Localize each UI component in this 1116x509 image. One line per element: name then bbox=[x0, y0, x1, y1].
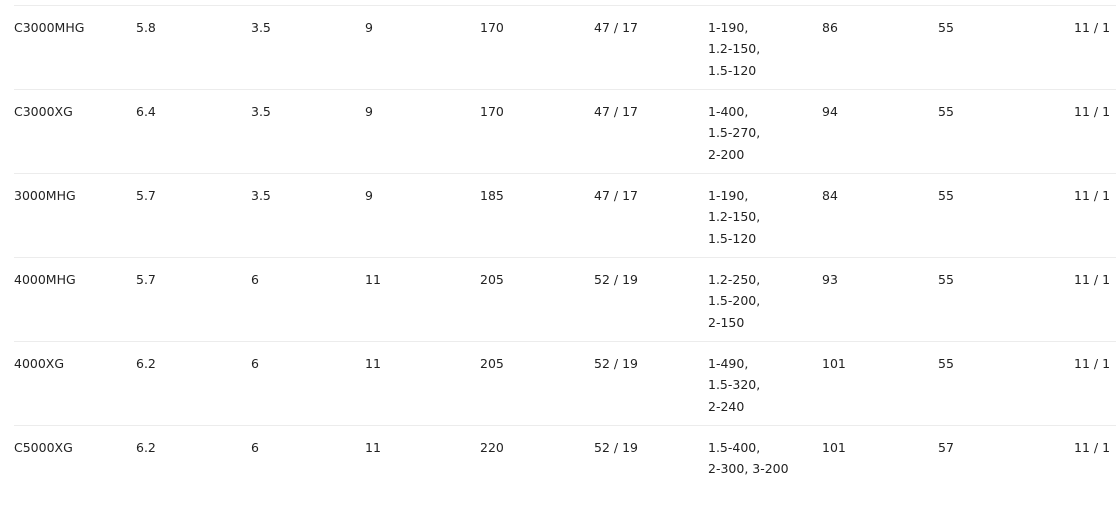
table-cell: 52 / 19 bbox=[594, 272, 638, 287]
table-cell: 11 bbox=[365, 440, 381, 455]
table-cell: 11 / 1 bbox=[1074, 104, 1111, 119]
table-cell: 11 / 1 bbox=[1074, 20, 1111, 35]
line-capacity-entry: 1.5-120 bbox=[708, 230, 757, 246]
table-cell: 94 bbox=[822, 104, 838, 119]
table-cell: 11 / 1 bbox=[1074, 272, 1111, 287]
line-capacity-entry: 1-190, bbox=[708, 20, 749, 35]
table-cell: 3.5 bbox=[251, 20, 271, 35]
table-cell: 6.2 bbox=[136, 440, 156, 455]
line-capacity-entry: 2-200 bbox=[708, 146, 745, 162]
table-cell: 5.8 bbox=[136, 20, 156, 35]
table-row: C5000XG 6.2 6 11 220 52 / 19 1.5-400, 2-300, 3-… bbox=[14, 425, 1116, 509]
table-cell: 11 / 1 bbox=[1074, 188, 1111, 203]
table-cell: 11 bbox=[365, 356, 381, 371]
line-capacity-entry: 1.5-270, bbox=[708, 125, 761, 141]
model-cell: 4000MHG bbox=[14, 272, 76, 287]
table-cell: 11 bbox=[365, 272, 381, 287]
table-cell: 47 / 17 bbox=[594, 188, 638, 203]
table-cell: 170 bbox=[480, 20, 504, 35]
table-cell: 185 bbox=[480, 188, 504, 203]
table-cell: 3.5 bbox=[251, 104, 271, 119]
table-row: C3000MHG 5.8 3.5 9 170 47 / 17 1-190, 1.2-150, 1… bbox=[14, 5, 1116, 89]
line-capacity-entry: 1.2-150, bbox=[708, 209, 761, 225]
table-cell: 9 bbox=[365, 20, 373, 35]
line-capacity-cell: 1-400, 1.5-270, 2-200 bbox=[708, 101, 760, 165]
line-capacity-cell: 1-190, 1.2-150, 1.5-120 bbox=[708, 17, 760, 81]
line-capacity-entry: 1.5-400, bbox=[708, 440, 761, 455]
model-cell: 3000MHG bbox=[14, 188, 76, 203]
table-cell: 55 bbox=[938, 20, 954, 35]
table-cell: 5.7 bbox=[136, 272, 156, 287]
table-cell: 93 bbox=[822, 272, 838, 287]
table-row: C3000XG 6.4 3.5 9 170 47 / 17 1-400, 1.5-270, 2-… bbox=[14, 89, 1116, 173]
table-cell: 47 / 17 bbox=[594, 20, 638, 35]
table-cell: 170 bbox=[480, 104, 504, 119]
table-row: 3000MHG 5.7 3.5 9 185 47 / 17 1-190, 1.2-150, 1.… bbox=[14, 173, 1116, 257]
model-cell: C3000XG bbox=[14, 104, 73, 119]
table-cell: 52 / 19 bbox=[594, 440, 638, 455]
table-cell: 47 / 17 bbox=[594, 104, 638, 119]
table-cell: 55 bbox=[938, 188, 954, 203]
line-capacity-entry: 1.2-250, bbox=[708, 272, 761, 287]
line-capacity-entry: 2-300, 3-200 bbox=[708, 461, 789, 477]
line-capacity-entry: 1-400, bbox=[708, 104, 749, 119]
model-cell: 4000XG bbox=[14, 356, 65, 371]
line-capacity-entry: 1-490, bbox=[708, 356, 749, 371]
line-capacity-entry: 2-150 bbox=[708, 314, 745, 330]
spec-table: C3000MHG 5.8 3.5 9 170 47 / 17 1-190, 1.2-150, 1… bbox=[14, 5, 1116, 509]
table-cell: 84 bbox=[822, 188, 838, 203]
table-cell: 52 / 19 bbox=[594, 356, 638, 371]
line-capacity-entry: 2-240 bbox=[708, 398, 745, 414]
table-cell: 55 bbox=[938, 104, 954, 119]
line-capacity-entry: 1.5-120 bbox=[708, 62, 757, 78]
table-cell: 3.5 bbox=[251, 188, 271, 203]
table-cell: 5.7 bbox=[136, 188, 156, 203]
line-capacity-entry: 1.2-150, bbox=[708, 41, 761, 57]
line-capacity-entry: 1.5-320, bbox=[708, 377, 761, 393]
line-capacity-entry: 1-190, bbox=[708, 188, 749, 203]
table-cell: 6 bbox=[251, 440, 259, 455]
table-cell: 6 bbox=[251, 272, 259, 287]
table-cell: 11 / 1 bbox=[1074, 356, 1111, 371]
table-row: 4000MHG 5.7 6 11 205 52 / 19 1.2-250, 1.5-200, 2… bbox=[14, 257, 1116, 341]
table-cell: 55 bbox=[938, 356, 954, 371]
table-cell: 9 bbox=[365, 188, 373, 203]
table-cell: 205 bbox=[480, 356, 504, 371]
table-cell: 101 bbox=[822, 440, 846, 455]
line-capacity-cell: 1-190, 1.2-150, 1.5-120 bbox=[708, 185, 760, 249]
line-capacity-cell: 1.5-400, 2-300, 3-200 bbox=[708, 437, 789, 480]
table-cell: 6 bbox=[251, 356, 259, 371]
table-cell: 101 bbox=[822, 356, 846, 371]
table-cell: 220 bbox=[480, 440, 504, 455]
model-cell: C3000MHG bbox=[14, 20, 85, 35]
line-capacity-cell: 1.2-250, 1.5-200, 2-150 bbox=[708, 269, 760, 333]
table-cell: 205 bbox=[480, 272, 504, 287]
table-cell: 57 bbox=[938, 440, 954, 455]
table-cell: 6.2 bbox=[136, 356, 156, 371]
table-cell: 9 bbox=[365, 104, 373, 119]
table-row: 4000XG 6.2 6 11 205 52 / 19 1-490, 1.5-320, 2-24… bbox=[14, 341, 1116, 425]
table-cell: 11 / 1 bbox=[1074, 440, 1111, 455]
table-cell: 55 bbox=[938, 272, 954, 287]
line-capacity-cell: 1-490, 1.5-320, 2-240 bbox=[708, 353, 760, 417]
model-cell: C5000XG bbox=[14, 440, 73, 455]
table-cell: 86 bbox=[822, 20, 838, 35]
line-capacity-entry: 1.5-200, bbox=[708, 293, 761, 309]
table-cell: 6.4 bbox=[136, 104, 156, 119]
